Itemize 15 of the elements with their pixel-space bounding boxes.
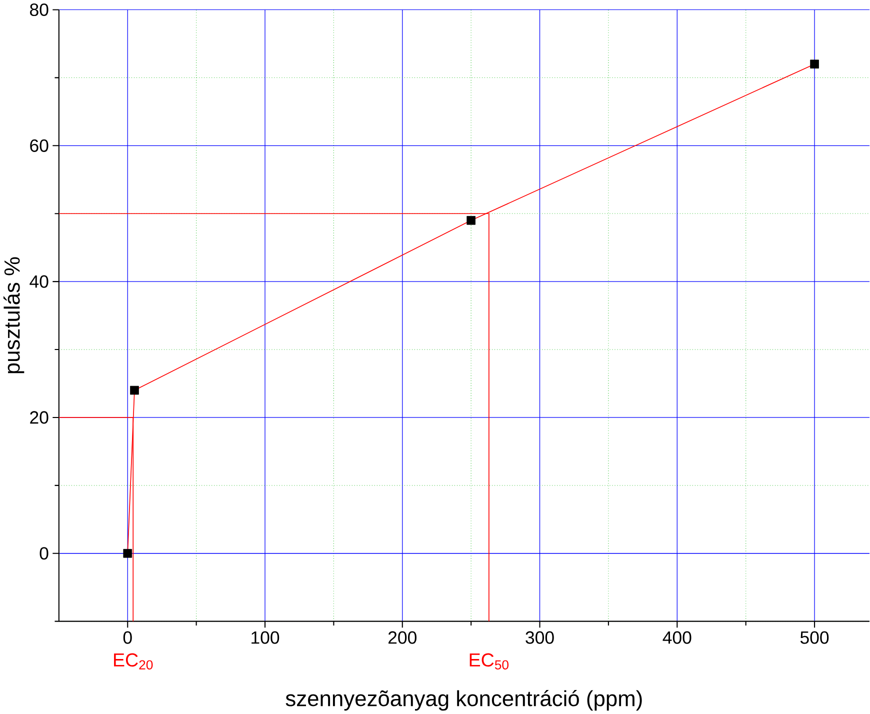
y-tick-label: 80 bbox=[30, 3, 48, 16]
x-tick-label: 200 bbox=[388, 631, 416, 644]
y-tick-label: 60 bbox=[30, 139, 48, 152]
y-axis-title: pusztulás % bbox=[3, 257, 24, 374]
y-tick-label: 40 bbox=[30, 275, 48, 288]
x-tick-label: 0 bbox=[123, 631, 132, 644]
x-tick-label: 300 bbox=[526, 631, 554, 644]
y-tick-label: 0 bbox=[40, 547, 48, 560]
x-tick-label: 500 bbox=[800, 631, 829, 644]
x-tick-label: 400 bbox=[662, 631, 692, 644]
annotation: EC$_{20}$ bbox=[114, 653, 153, 670]
annotation: EC$_{50}$ bbox=[470, 653, 509, 670]
x-axis-title: szennyezõanyag koncentráció (ppm) bbox=[286, 690, 642, 711]
x-tick-label: 100 bbox=[252, 631, 280, 644]
y-tick-label: 20 bbox=[30, 411, 48, 424]
